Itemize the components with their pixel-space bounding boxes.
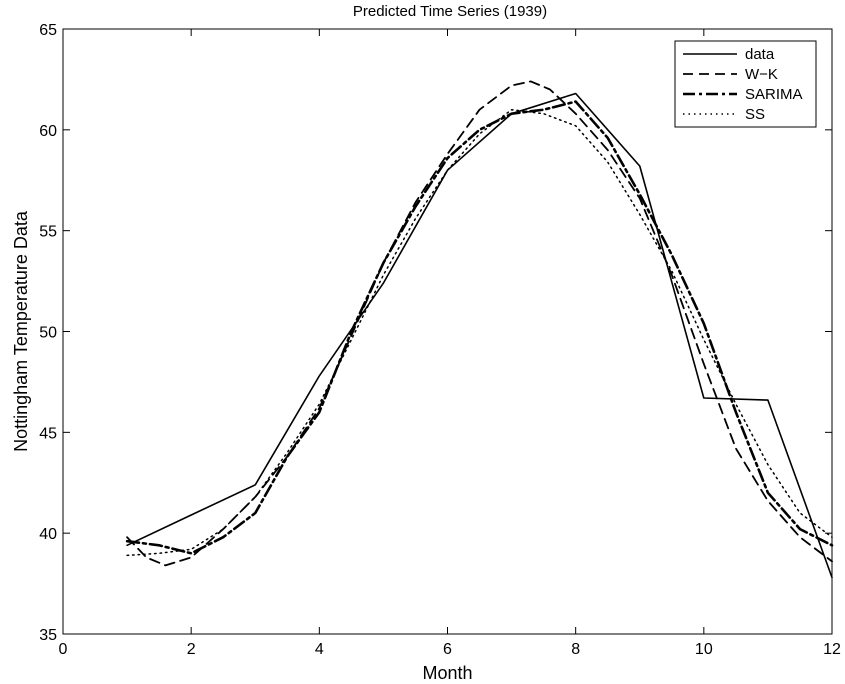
legend-label: data [745, 46, 775, 63]
y-tick-label: 40 [39, 526, 57, 543]
series-line-0 [126, 92, 833, 579]
x-tick-label: 2 [187, 641, 196, 658]
y-tick-label: 50 [39, 325, 57, 342]
y-tick-label: 35 [39, 627, 57, 644]
x-tick-label: 0 [59, 641, 68, 658]
x-tick-label: 10 [695, 641, 713, 658]
legend-label: W−K [745, 66, 778, 83]
chart-title: Predicted Time Series (1939) [353, 3, 547, 20]
y-tick-label: 55 [39, 224, 57, 241]
series-line-1 [126, 80, 833, 567]
x-tick-label: 4 [315, 641, 324, 658]
series-lines [125, 80, 834, 579]
x-tick-label: 12 [823, 641, 841, 658]
legend: data W−K SARIMA SS [674, 40, 817, 128]
legend-box [674, 40, 817, 128]
x-tick-label: 6 [443, 641, 452, 658]
y-tick-label: 45 [39, 425, 57, 442]
x-axis-title: Month [422, 663, 472, 683]
legend-label: SARIMA [745, 86, 803, 103]
series-line-2 [125, 100, 834, 555]
x-tick-label: 8 [571, 641, 580, 658]
series-line-3 [126, 108, 833, 557]
y-axis-title: Nottingham Temperature Data [11, 210, 31, 452]
axis-ticks: 0 2 4 6 8 10 12 35 40 45 50 55 60 65 [39, 22, 841, 658]
y-tick-label: 65 [39, 22, 57, 39]
legend-label: SS [745, 106, 765, 123]
y-tick-label: 60 [39, 123, 57, 140]
